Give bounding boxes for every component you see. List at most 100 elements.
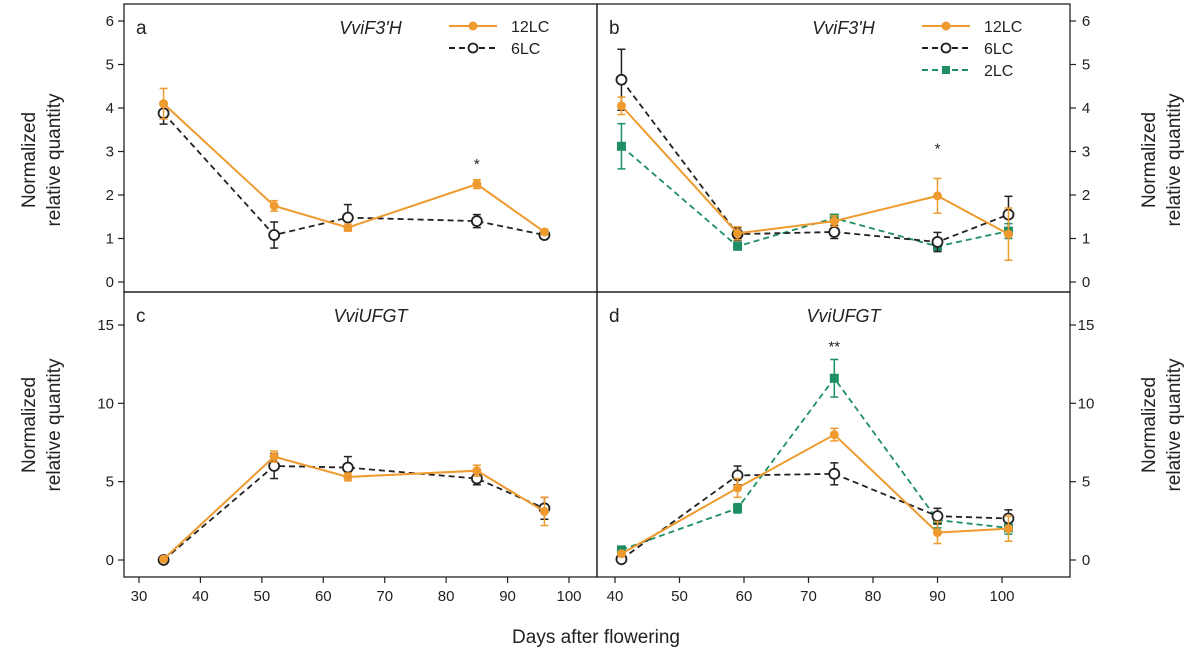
legend-label: 12LC <box>511 19 549 36</box>
x-tick-label: 50 <box>254 588 271 605</box>
legend-marker <box>942 66 950 74</box>
y-tick-label: 0 <box>106 274 114 291</box>
ylabel-left-top-1: Normalized <box>19 112 40 208</box>
ylabel-left-bottom-2: relative quantity <box>44 358 65 492</box>
data-point <box>472 179 482 189</box>
data-point <box>828 467 841 480</box>
y-tick-label: 5 <box>106 474 114 491</box>
x-tick-label: 90 <box>929 588 946 605</box>
data-point <box>733 228 743 238</box>
y-tick-label: 0 <box>1082 274 1090 291</box>
data-point <box>829 430 839 440</box>
data-point <box>616 101 626 111</box>
panel-d: 0 5 10 15 40 50 60 70 80 90 100 d VviUFGT ** <box>596 291 1095 605</box>
y-tick-label: 1 <box>1082 231 1090 248</box>
panel-letter: d <box>609 306 620 327</box>
ylabel-left-top-2: relative quantity <box>44 93 65 227</box>
ylabel-right-top-2: relative quantity <box>1164 93 1185 227</box>
y-tick-label: 4 <box>1082 100 1090 117</box>
data-point <box>733 483 743 493</box>
y-tick-label: 10 <box>97 395 114 412</box>
data-point <box>269 452 279 462</box>
y-tick-label: 4 <box>106 100 114 117</box>
series-12LC <box>616 427 1013 559</box>
panel-b: 0 1 2 3 4 5 6 b VviF3'H * 12LC 6LC 2LC <box>596 3 1090 293</box>
ylabel-right-top-1: Normalized <box>1139 112 1160 208</box>
x-tick-label: 40 <box>607 588 624 605</box>
x-tick-label: 90 <box>499 588 516 605</box>
panel-frame <box>596 291 1071 578</box>
data-point <box>933 191 942 201</box>
y-tick-label: 3 <box>106 144 114 161</box>
panel-letter: b <box>609 18 620 39</box>
x-tick-label: 100 <box>556 588 581 605</box>
y-tick-label: 2 <box>106 187 114 204</box>
x-tick-label: 30 <box>131 588 148 605</box>
x-tick-label: 100 <box>989 588 1014 605</box>
panel-letter: a <box>136 18 147 39</box>
legend: 12LC 6LC 2LC <box>922 19 1022 80</box>
y-tick-label: 0 <box>1082 552 1090 569</box>
y-tick-label: 10 <box>1078 395 1095 412</box>
data-point <box>268 229 281 241</box>
legend-marker <box>941 21 951 31</box>
legend-marker <box>467 42 479 54</box>
legend-label: 6LC <box>511 41 540 58</box>
x-tick-label: 70 <box>800 588 817 605</box>
data-point <box>616 549 626 559</box>
series-line <box>162 465 545 561</box>
x-tick-label: 40 <box>192 588 209 605</box>
data-point <box>829 216 839 226</box>
panel-title: VviF3'H <box>339 18 402 38</box>
x-tick-label: 60 <box>315 588 332 605</box>
y-tick-label: 5 <box>106 57 114 74</box>
x-tick-label: 60 <box>736 588 753 605</box>
x-tick-label: 70 <box>376 588 393 605</box>
data-point <box>472 466 482 476</box>
data-point <box>1003 229 1013 239</box>
significance-mark: ** <box>828 339 840 356</box>
panel-title: VviF3'H <box>812 18 875 38</box>
panels: 0 1 2 3 4 5 6 a VviF3'H * 12LC 6LC 0 1 2 3 4 5 6 b VviF3'H * 1… <box>97 3 1095 605</box>
data-point <box>733 503 743 513</box>
data-point <box>616 141 626 151</box>
significance-mark: * <box>474 156 480 173</box>
data-point <box>341 211 354 224</box>
legend-marker <box>468 21 478 31</box>
legend-label: 6LC <box>984 41 1013 58</box>
ylabel-right-bottom-1: Normalized <box>1139 377 1160 473</box>
y-tick-label: 6 <box>106 13 114 30</box>
data-point <box>615 73 628 86</box>
y-tick-label: 15 <box>97 317 114 334</box>
y-tick-label: 2 <box>1082 187 1090 204</box>
data-point <box>931 510 944 523</box>
legend-label: 2LC <box>984 63 1013 80</box>
panel-title: VviUFGT <box>334 306 410 326</box>
data-point <box>539 506 549 516</box>
data-point <box>341 461 354 474</box>
data-point <box>539 227 549 237</box>
series-12LC <box>616 96 1013 261</box>
y-tick-label: 0 <box>106 552 114 569</box>
legend-marker <box>940 42 952 54</box>
data-point <box>269 201 279 211</box>
y-tick-label: 5 <box>1082 57 1090 74</box>
data-point <box>933 528 942 538</box>
series-line <box>620 472 1009 560</box>
data-point <box>470 215 483 228</box>
data-point <box>829 373 839 383</box>
y-tick-label: 15 <box>1078 317 1095 334</box>
data-point <box>159 554 169 564</box>
x-tick-label: 80 <box>438 588 455 605</box>
x-tick-label: 50 <box>671 588 688 605</box>
series-12LC <box>159 450 549 564</box>
panel-title: VviUFGT <box>807 306 883 326</box>
data-point <box>828 226 841 238</box>
legend-label: 12LC <box>984 19 1022 36</box>
y-tick-label: 6 <box>1082 13 1090 30</box>
ylabel-right-bottom-2: relative quantity <box>1164 358 1185 492</box>
data-point <box>931 236 944 248</box>
data-point <box>1003 524 1013 534</box>
data-point <box>343 472 353 482</box>
